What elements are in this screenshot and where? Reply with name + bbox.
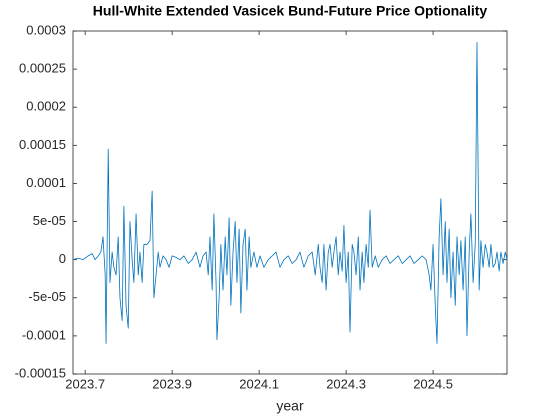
x-axis-label: year — [276, 398, 304, 414]
y-tick-label: 0 — [59, 251, 66, 266]
x-tick-label: 2024.1 — [239, 376, 279, 391]
data-line — [72, 42, 508, 344]
y-tick-label: 5e-05 — [33, 213, 66, 228]
y-tick-label: 0.0003 — [26, 22, 66, 37]
y-tick-label: 0.0002 — [26, 99, 66, 114]
x-tick-label: 2023.7 — [65, 376, 105, 391]
x-tick-label: 2023.9 — [152, 376, 192, 391]
y-tick-label: -5e-05 — [28, 289, 66, 304]
y-tick-label: 0.00025 — [19, 61, 66, 76]
y-tick-label: -0.0001 — [22, 327, 66, 342]
y-tick-label: 0.0001 — [26, 175, 66, 190]
chart-title: Hull-White Extended Vasicek Bund-Future … — [93, 3, 488, 19]
y-tick-label: -0.00015 — [15, 365, 66, 380]
y-tick-label: 0.00015 — [19, 137, 66, 152]
plot-frame — [72, 30, 508, 375]
x-tick-label: 2024.5 — [413, 376, 453, 391]
x-tick-label: 2024.3 — [326, 376, 366, 391]
